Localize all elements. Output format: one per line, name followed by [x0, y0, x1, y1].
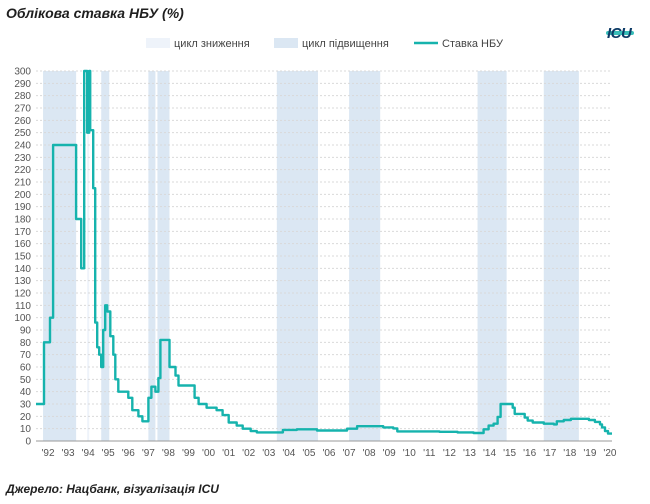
x-tick-label: '04	[282, 448, 295, 459]
y-tick-label: 40	[20, 387, 32, 398]
y-tick-label: 20	[20, 412, 32, 423]
y-tick-label: 70	[20, 350, 32, 361]
y-tick-label: 50	[20, 375, 32, 386]
y-tick-label: 0	[25, 437, 31, 448]
y-tick-label: 140	[14, 264, 31, 275]
x-tick-label: '15	[503, 448, 516, 459]
y-tick-label: 270	[14, 104, 31, 115]
x-tick-label: '17	[543, 448, 556, 459]
y-tick-label: 150	[14, 252, 31, 263]
y-tick-label: 200	[14, 190, 31, 201]
y-tick-label: 30	[20, 400, 32, 411]
y-tick-label: 230	[14, 153, 31, 164]
x-tick-label: '05	[302, 448, 315, 459]
y-tick-label: 240	[14, 141, 31, 152]
x-tick-label: '07	[343, 448, 356, 459]
y-tick-label: 100	[14, 313, 31, 324]
y-tick-label: 110	[15, 301, 31, 312]
x-tick-label: '14	[483, 448, 496, 459]
x-tick-label: '19	[583, 448, 596, 459]
page-title: Облікова ставка НБУ (%)	[6, 5, 184, 21]
legend-swatch-easing	[146, 38, 170, 48]
x-tick-label: '95	[102, 448, 115, 459]
x-tick-label: '12	[443, 448, 456, 459]
x-tick-label: '09	[383, 448, 396, 459]
y-tick-label: 250	[14, 128, 31, 139]
x-tick-label: '06	[322, 448, 335, 459]
x-tick-label: '97	[142, 448, 155, 459]
y-tick-label: 180	[14, 215, 31, 226]
legend-label: цикл зниження	[174, 38, 250, 50]
x-tick-label: '94	[82, 448, 95, 459]
y-tick-label: 300	[14, 67, 31, 78]
legend-swatch-tightening	[274, 38, 298, 48]
logo-underline	[606, 31, 634, 35]
y-tick-label: 220	[14, 165, 31, 176]
x-tick-label: '96	[122, 448, 135, 459]
x-tick-label: '00	[202, 448, 215, 459]
x-tick-label: '11	[423, 448, 436, 459]
x-tick-label: '16	[523, 448, 536, 459]
logo: ICU	[607, 25, 632, 42]
x-tick-label: '18	[563, 448, 576, 459]
y-tick-label: 80	[20, 338, 32, 349]
x-tick-label: '99	[182, 448, 195, 459]
y-tick-label: 280	[14, 91, 31, 102]
tightening-band	[43, 71, 77, 441]
x-tick-label: '13	[463, 448, 476, 459]
y-tick-label: 210	[14, 178, 31, 189]
x-tick-label: '92	[41, 448, 54, 459]
x-tick-label: '08	[363, 448, 376, 459]
source-note: Джерело: Нацбанк, візуалізація ICU	[6, 482, 219, 496]
x-tick-label: '98	[162, 448, 175, 459]
x-tick-label: '01	[222, 448, 235, 459]
y-tick-label: 260	[14, 116, 31, 127]
x-tick-label: '03	[262, 448, 275, 459]
y-tick-label: 130	[14, 276, 31, 287]
y-tick-label: 170	[14, 227, 31, 238]
y-tick-label: 60	[20, 363, 32, 374]
tightening-band	[148, 71, 156, 441]
x-tick-label: '02	[242, 448, 255, 459]
rate-series-line	[36, 69, 612, 435]
x-tick-label: '10	[403, 448, 416, 459]
y-tick-label: 190	[14, 202, 31, 213]
y-tick-label: 120	[14, 289, 31, 300]
legend-label: цикл підвищення	[302, 38, 389, 50]
y-tick-label: 160	[14, 239, 31, 250]
legend-label: Ставка НБУ	[442, 38, 504, 50]
x-tick-label: '93	[62, 448, 75, 459]
y-tick-label: 10	[20, 424, 32, 435]
y-tick-label: 290	[14, 79, 31, 90]
x-tick-label: '20	[603, 448, 616, 459]
y-tick-label: 90	[20, 326, 32, 337]
